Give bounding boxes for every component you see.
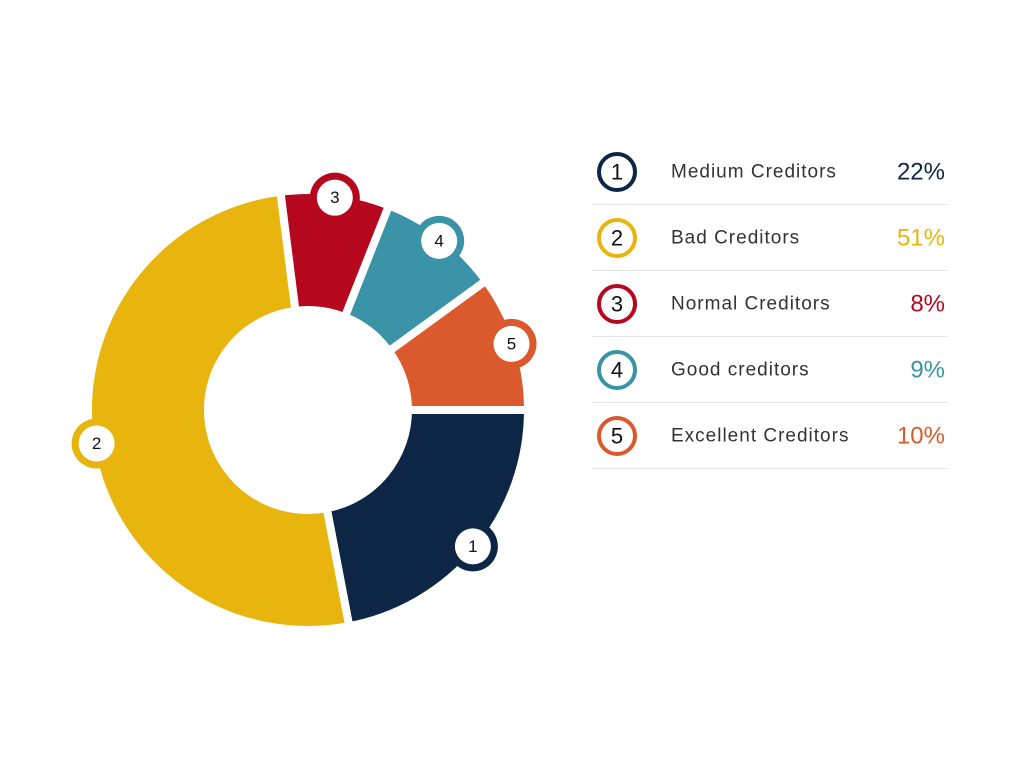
legend-name: Excellent Creditors xyxy=(671,426,849,447)
badge-label: 4 xyxy=(434,231,443,250)
badge-label: 5 xyxy=(507,334,516,353)
badge-center xyxy=(421,222,458,259)
legend-badge: 1 xyxy=(611,160,623,185)
legend-marker xyxy=(597,416,637,456)
legend-name: Normal Creditors xyxy=(671,294,831,315)
badge-center xyxy=(78,425,115,462)
badge-center xyxy=(454,528,491,565)
legend-value: 9% xyxy=(910,357,945,384)
legend-marker xyxy=(597,218,637,258)
badge-center xyxy=(493,325,530,362)
legend-badge: 4 xyxy=(611,358,623,383)
badge-center xyxy=(316,179,353,216)
legend-marker xyxy=(597,350,637,390)
legend-marker xyxy=(597,152,637,192)
legend-name: Good creditors xyxy=(671,360,810,381)
legend-value: 51% xyxy=(897,225,945,252)
legend-name: Medium Creditors xyxy=(671,162,837,183)
badge-label: 1 xyxy=(468,537,477,556)
legend-value: 22% xyxy=(897,159,945,186)
donut-slice xyxy=(383,275,533,414)
legend-name: Bad Creditors xyxy=(671,228,800,249)
badge-label: 2 xyxy=(92,434,101,453)
legend-value: 10% xyxy=(897,423,945,450)
legend-badge: 2 xyxy=(611,226,623,251)
legend-marker xyxy=(597,284,637,324)
legend-badge: 5 xyxy=(611,424,623,449)
legend-value: 8% xyxy=(910,291,945,318)
legend-badge: 3 xyxy=(611,292,623,317)
donut-slice xyxy=(84,187,354,634)
badge-label: 3 xyxy=(330,188,339,207)
donut-slice xyxy=(322,406,533,631)
